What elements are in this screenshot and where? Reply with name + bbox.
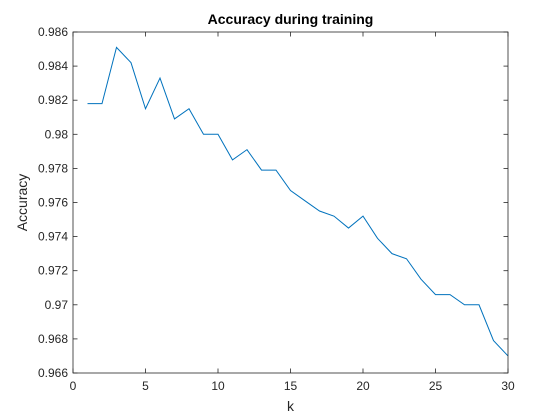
x-axis-label: k xyxy=(287,398,295,414)
plot-area xyxy=(73,32,508,373)
x-tick-label: 15 xyxy=(284,379,298,393)
y-tick-label: 0.984 xyxy=(38,59,68,73)
x-tick-label: 25 xyxy=(429,379,443,393)
x-tick-label: 20 xyxy=(356,379,370,393)
x-tick-label: 5 xyxy=(142,379,149,393)
chart-title: Accuracy during training xyxy=(208,11,374,27)
y-tick-label: 0.982 xyxy=(38,93,68,107)
y-tick-label: 0.966 xyxy=(38,366,68,380)
y-tick-label: 0.98 xyxy=(45,127,69,141)
plot-frame xyxy=(72,31,509,374)
x-tick-label: 10 xyxy=(211,379,225,393)
y-tick-label: 0.978 xyxy=(38,161,68,175)
accuracy-series-line xyxy=(87,46,509,357)
tick-labels: 0 5 10 15 20 25 30 0.966 0.968 0.97 0.972 0.974 0.97… xyxy=(38,25,515,393)
y-tick-label: 0.968 xyxy=(38,332,68,346)
x-tick-label: 0 xyxy=(70,379,77,393)
y-tick-label: 0.986 xyxy=(38,25,68,39)
x-tick-label: 30 xyxy=(501,379,515,393)
y-tick-label: 0.972 xyxy=(38,264,68,278)
y-tick-label: 0.974 xyxy=(38,230,68,244)
y-tick-label: 0.976 xyxy=(38,196,68,210)
y-axis-label: Accuracy xyxy=(14,174,30,232)
y-tick-label: 0.97 xyxy=(45,298,69,312)
